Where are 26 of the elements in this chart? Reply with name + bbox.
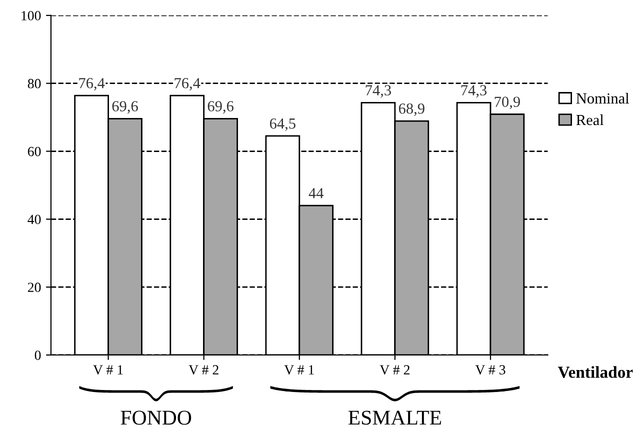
y-tick-label: 60: [28, 146, 41, 156]
x-tick-label: V # 1: [93, 365, 123, 375]
data-label: 70,9: [494, 96, 520, 110]
legend-label: Real: [576, 114, 604, 126]
legend-label: Nominal: [576, 92, 630, 104]
data-label: 69,6: [208, 101, 234, 114]
data-label: 74,3: [461, 85, 487, 98]
x-axis-title: Ventilador: [558, 366, 633, 378]
y-tick-label: 40: [28, 214, 41, 224]
text: FONDO: [120, 410, 192, 425]
x-tick-label: V # 1: [284, 365, 314, 375]
data-label: 76,4: [174, 78, 200, 90]
data-label: 68,9: [398, 103, 424, 116]
data-label: 64,5: [270, 118, 296, 131]
data-label: 69,6: [112, 101, 138, 114]
x-tick-label: V # 3: [475, 365, 506, 375]
data-label: 76,4: [79, 78, 105, 90]
y-tick-label: 100: [22, 11, 41, 20]
x-tick-label: V # 2: [188, 365, 218, 375]
y-tick-label: 0: [34, 350, 41, 360]
data-label: 74,3: [366, 85, 391, 98]
text: ESMALTE: [348, 410, 441, 425]
y-tick-label: 80: [28, 78, 41, 88]
x-tick-label: V # 2: [380, 365, 410, 375]
y-tick-label: 20: [28, 282, 41, 292]
data-label: 44: [308, 188, 324, 198]
